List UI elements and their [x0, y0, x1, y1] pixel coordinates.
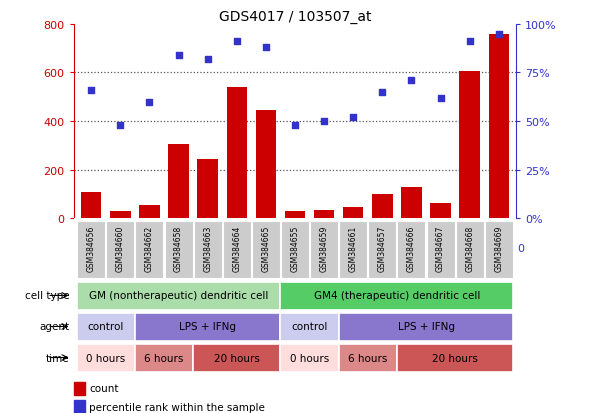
FancyBboxPatch shape	[77, 282, 280, 311]
Bar	[401, 188, 422, 219]
Bar	[110, 211, 130, 219]
Point	[261, 45, 271, 51]
Text: cell type: cell type	[25, 291, 70, 301]
FancyBboxPatch shape	[77, 221, 105, 278]
Bar	[255, 111, 276, 219]
FancyBboxPatch shape	[339, 313, 513, 342]
Bar	[460, 72, 480, 219]
Text: GM (nontherapeutic) dendritic cell: GM (nontherapeutic) dendritic cell	[89, 291, 268, 301]
Text: 6 hours: 6 hours	[145, 353, 183, 363]
FancyBboxPatch shape	[485, 221, 513, 278]
FancyBboxPatch shape	[135, 344, 193, 373]
Bar	[227, 88, 247, 219]
Point	[116, 122, 125, 129]
FancyBboxPatch shape	[106, 221, 135, 278]
Text: 20 hours: 20 hours	[214, 353, 260, 363]
Text: GSM384655: GSM384655	[290, 225, 300, 272]
FancyBboxPatch shape	[77, 313, 135, 342]
Text: 0: 0	[517, 244, 524, 254]
Text: GSM384665: GSM384665	[261, 225, 270, 272]
FancyBboxPatch shape	[397, 344, 513, 373]
Point	[232, 39, 241, 45]
Bar	[74, 400, 85, 413]
Point	[465, 39, 474, 45]
Point	[319, 119, 329, 125]
Text: GSM384657: GSM384657	[378, 225, 387, 272]
FancyBboxPatch shape	[339, 221, 367, 278]
FancyBboxPatch shape	[77, 344, 135, 373]
Text: GSM384667: GSM384667	[436, 225, 445, 272]
FancyBboxPatch shape	[368, 221, 396, 278]
Bar	[430, 203, 451, 219]
Text: agent: agent	[39, 322, 70, 332]
Bar	[372, 195, 392, 219]
FancyBboxPatch shape	[427, 221, 454, 278]
FancyBboxPatch shape	[280, 313, 339, 342]
FancyBboxPatch shape	[339, 344, 397, 373]
FancyBboxPatch shape	[223, 221, 251, 278]
Text: percentile rank within the sample: percentile rank within the sample	[89, 402, 265, 412]
Bar	[198, 159, 218, 219]
Text: GSM384668: GSM384668	[465, 225, 474, 272]
Point	[436, 95, 445, 102]
Bar	[314, 210, 335, 219]
Title: GDS4017 / 103507_at: GDS4017 / 103507_at	[219, 10, 371, 24]
Text: GM4 (therapeutic) dendritic cell: GM4 (therapeutic) dendritic cell	[314, 291, 480, 301]
FancyBboxPatch shape	[136, 221, 163, 278]
Text: 20 hours: 20 hours	[432, 353, 478, 363]
Point	[290, 122, 300, 129]
Text: GSM384658: GSM384658	[174, 225, 183, 272]
Text: GSM384664: GSM384664	[232, 225, 241, 272]
FancyBboxPatch shape	[455, 221, 484, 278]
Point	[145, 99, 154, 106]
FancyBboxPatch shape	[193, 344, 280, 373]
FancyBboxPatch shape	[310, 221, 338, 278]
Text: GSM384666: GSM384666	[407, 225, 416, 272]
Text: control: control	[291, 322, 327, 332]
Text: GSM384662: GSM384662	[145, 225, 154, 272]
Text: LPS + IFNg: LPS + IFNg	[179, 322, 236, 332]
FancyBboxPatch shape	[252, 221, 280, 278]
Text: GSM384669: GSM384669	[494, 225, 503, 272]
Text: count: count	[89, 383, 119, 393]
Text: GSM384660: GSM384660	[116, 225, 125, 272]
FancyBboxPatch shape	[398, 221, 425, 278]
Text: GSM384659: GSM384659	[320, 225, 329, 272]
Point	[378, 90, 387, 96]
FancyBboxPatch shape	[165, 221, 192, 278]
FancyBboxPatch shape	[135, 313, 280, 342]
Point	[494, 31, 503, 38]
Bar	[81, 192, 101, 219]
FancyBboxPatch shape	[280, 282, 513, 311]
FancyBboxPatch shape	[280, 344, 339, 373]
Bar	[343, 207, 363, 219]
Text: 0 hours: 0 hours	[86, 353, 126, 363]
FancyBboxPatch shape	[281, 221, 309, 278]
Bar	[139, 206, 160, 219]
Text: 0 hours: 0 hours	[290, 353, 329, 363]
Text: LPS + IFNg: LPS + IFNg	[398, 322, 454, 332]
Text: GSM384661: GSM384661	[349, 225, 358, 272]
Bar	[168, 145, 189, 219]
Point	[349, 115, 358, 121]
Text: GSM384656: GSM384656	[87, 225, 96, 272]
Text: control: control	[87, 322, 124, 332]
Point	[407, 78, 416, 84]
Bar	[74, 382, 85, 395]
Bar	[285, 211, 305, 219]
Text: time: time	[45, 353, 70, 363]
Point	[174, 52, 183, 59]
Text: GSM384663: GSM384663	[203, 225, 212, 272]
FancyBboxPatch shape	[194, 221, 222, 278]
Bar	[489, 35, 509, 219]
Point	[203, 57, 212, 63]
Text: 6 hours: 6 hours	[348, 353, 388, 363]
Point	[87, 88, 96, 94]
